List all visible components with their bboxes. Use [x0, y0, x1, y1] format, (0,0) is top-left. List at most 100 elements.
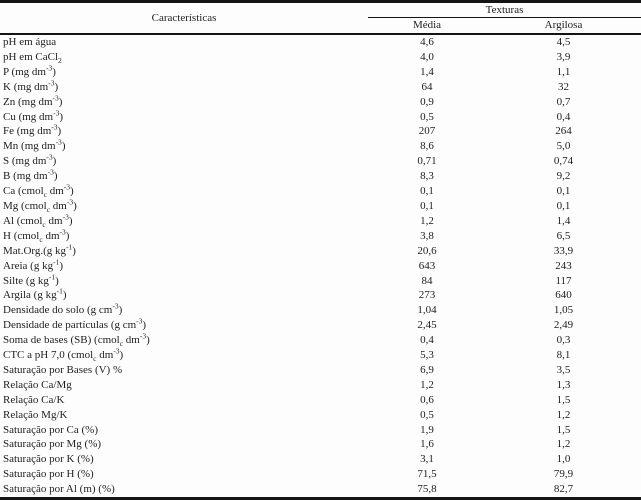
- table-row: CTC a pH 7,0 (cmolc dm-3) 5,3 8,1: [0, 348, 641, 363]
- value-media: 5,3: [420, 349, 434, 362]
- header-argilosa: Argilosa: [486, 17, 641, 35]
- table-row: Relação Ca/K 0,6 1,5: [0, 393, 641, 408]
- value-argilosa: 82,7: [553, 483, 574, 496]
- value-argilosa: 640: [555, 289, 572, 302]
- value-media: 8,3: [420, 170, 434, 183]
- value-argilosa: 243: [555, 259, 572, 272]
- value-argilosa: 0,1: [556, 199, 571, 212]
- row-label: P (mg dm-3): [3, 64, 56, 78]
- row-label: Al (cmolc dm-3): [3, 213, 73, 229]
- table-row: pH em CaCl2 4,0 3,9: [0, 50, 641, 65]
- table-row: Al (cmolc dm-3) 1,2 1,4: [0, 214, 641, 229]
- table-row: Saturação por Al (m) (%) 75,8 82,7: [0, 482, 641, 498]
- value-argilosa: 0,1: [556, 185, 571, 198]
- row-label: Densidade do solo (g cm-3): [3, 303, 123, 317]
- value-media: 84: [421, 274, 433, 287]
- value-media: 643: [418, 259, 436, 272]
- table-row: H (cmolc dm-3) 3,8 6,5: [0, 229, 641, 244]
- value-argilosa: 117: [555, 274, 572, 287]
- row-label: Saturação por Al (m) (%): [3, 483, 115, 496]
- value-media: 71,5: [417, 468, 437, 481]
- row-label: Zn (mg dm-3): [3, 94, 63, 108]
- row-label: Cu (mg dm-3): [3, 109, 64, 123]
- value-argilosa: 5,0: [556, 140, 571, 153]
- value-argilosa: 1,4: [556, 214, 571, 227]
- value-media: 0,1: [420, 199, 434, 212]
- row-label: K (mg dm-3): [3, 79, 59, 93]
- row-label: pH em CaCl2: [3, 50, 62, 65]
- value-argilosa: 3,9: [556, 50, 571, 63]
- row-label: Fe (mg dm-3): [3, 124, 62, 138]
- value-argilosa: 0,7: [556, 95, 571, 108]
- value-argilosa: 0,74: [553, 155, 574, 168]
- value-argilosa: 0,4: [556, 110, 571, 123]
- value-argilosa: 1,0: [556, 453, 571, 466]
- row-label: Soma de bases (SB) (cmolc dm-3): [3, 333, 150, 349]
- row-label: Mn (mg dm-3): [3, 139, 66, 153]
- value-media: 8,6: [420, 140, 434, 153]
- value-media: 20,6: [417, 244, 437, 257]
- row-label: H (cmolc dm-3): [3, 228, 70, 244]
- value-media: 0,71: [417, 155, 437, 168]
- value-argilosa: 9,2: [556, 170, 571, 183]
- value-media: 207: [418, 125, 436, 138]
- value-media: 0,1: [420, 185, 434, 198]
- table-row: Zn (mg dm-3) 0,9 0,7: [0, 95, 641, 110]
- value-media: 6,9: [420, 363, 434, 376]
- table-row: S (mg dm-3) 0,71 0,74: [0, 154, 641, 169]
- value-media: 3,8: [420, 229, 434, 242]
- row-label: Areia (g kg-1): [3, 258, 64, 272]
- table-header: Características Texturas Média Argilosa: [0, 1, 641, 35]
- row-label: Relação Ca/K: [3, 393, 65, 406]
- row-label: Saturação por K (%): [3, 453, 94, 466]
- value-media: 0,6: [420, 393, 434, 406]
- table-row: Mg (cmolc dm-3) 0,1 0,1: [0, 199, 641, 214]
- table-row: Areia (g kg-1) 643 243: [0, 259, 641, 274]
- table-row: Ca (cmolc dm-3) 0,1 0,1: [0, 184, 641, 199]
- value-media: 4,6: [420, 36, 434, 48]
- table-row: Saturação por K (%) 3,1 1,0: [0, 452, 641, 467]
- value-media: 1,9: [420, 423, 434, 436]
- header-row-columns: Média Argilosa: [0, 17, 641, 35]
- value-argilosa: 0,3: [556, 334, 571, 347]
- row-label: pH em água: [3, 36, 57, 48]
- row-label: Saturação por H (%): [3, 468, 94, 481]
- value-media: 1,2: [420, 214, 434, 227]
- value-argilosa: 1,5: [556, 423, 571, 436]
- row-label: CTC a pH 7,0 (cmolc dm-3): [3, 348, 124, 363]
- row-label: Densidade de partículas (g cm-3): [3, 318, 147, 332]
- row-label: Relação Ca/Mg: [3, 378, 72, 391]
- value-media: 1,4: [420, 65, 434, 78]
- value-argilosa: 1,2: [556, 408, 571, 421]
- value-media: 0,5: [420, 110, 434, 123]
- value-argilosa: 1,3: [556, 378, 571, 391]
- value-media: 64: [421, 80, 433, 93]
- value-media: 4,0: [420, 50, 434, 63]
- row-label: Argila (g kg-1): [3, 288, 67, 302]
- row-label: Saturação por Mg (%): [3, 438, 102, 451]
- table-row: Relação Ca/Mg 1,2 1,3: [0, 378, 641, 393]
- header-caracteristicas: Características: [0, 1, 368, 35]
- table-row: P (mg dm-3) 1,4 1,1: [0, 65, 641, 80]
- value-argilosa: 1,2: [556, 438, 571, 451]
- table-row: Cu (mg dm-3) 0,5 0,4: [0, 110, 641, 125]
- table-row: Saturação por H (%) 71,5 79,9: [0, 467, 641, 482]
- table-row: K (mg dm-3) 64 32: [0, 80, 641, 95]
- row-label: Silte (g kg-1): [3, 273, 59, 287]
- value-media: 0,9: [420, 95, 434, 108]
- row-label: Saturação por Bases (V) %: [3, 363, 123, 376]
- value-argilosa: 32: [558, 80, 569, 93]
- value-argilosa: 8,1: [556, 349, 571, 362]
- table-row: Mat.Org.(g kg-1) 20,6 33,9: [0, 244, 641, 259]
- table-row: B (mg dm-3) 8,3 9,2: [0, 169, 641, 184]
- value-argilosa: 1,05: [553, 304, 574, 317]
- value-argilosa: 1,5: [556, 393, 571, 406]
- table-body: pH em água 4,6 4,5 pH em CaCl2 4,0 3,9 P (mg d…: [0, 34, 641, 499]
- row-label: Ca (cmolc dm-3): [3, 184, 74, 199]
- value-media: 1,2: [420, 378, 434, 391]
- table-row: Saturação por Mg (%) 1,6 1,2: [0, 437, 641, 452]
- table-row: Silte (g kg-1) 84 117: [0, 274, 641, 289]
- table-row: Relação Mg/K 0,5 1,2: [0, 408, 641, 423]
